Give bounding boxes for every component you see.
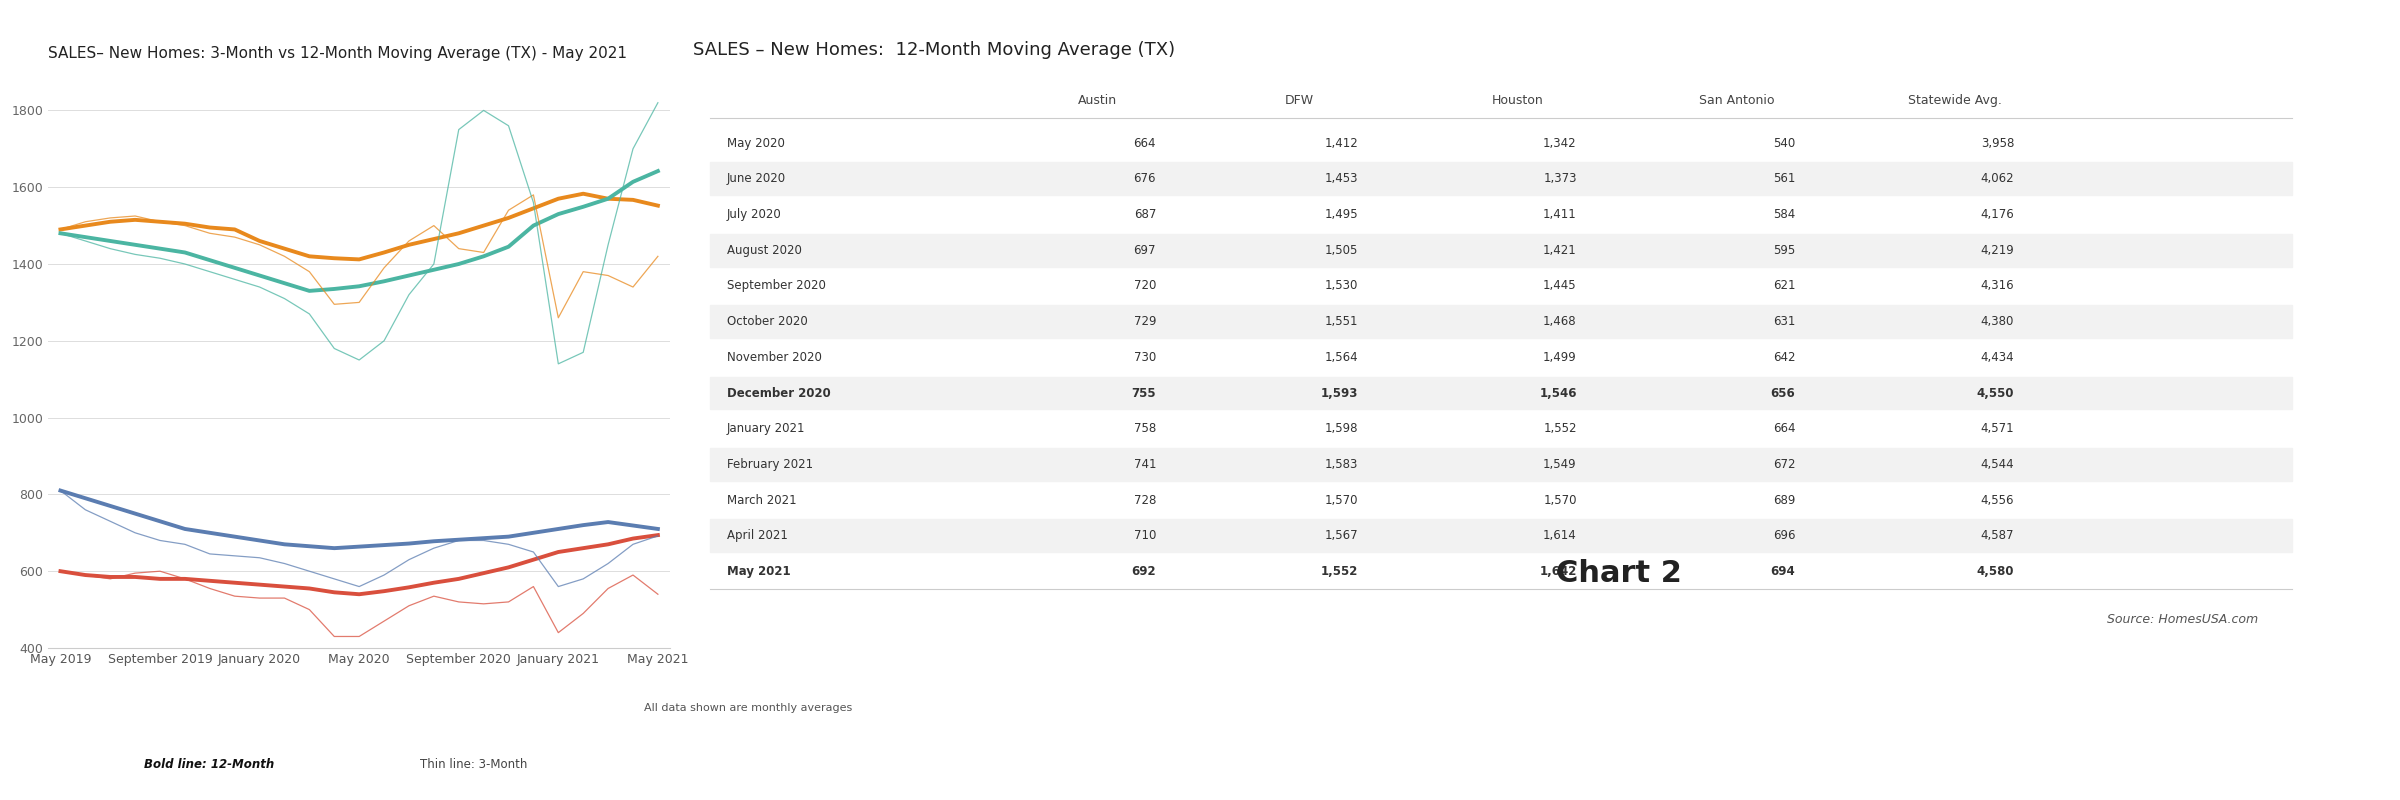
Text: 729: 729 [1133,315,1157,328]
Text: Chart 2: Chart 2 [1555,558,1682,588]
Text: 1,530: 1,530 [1325,279,1358,293]
Text: SALES – New Homes:  12-Month Moving Average (TX): SALES – New Homes: 12-Month Moving Avera… [694,42,1176,59]
Text: 1,546: 1,546 [1538,386,1577,399]
Text: October 2020: October 2020 [727,315,809,328]
Text: 730: 730 [1133,351,1157,364]
Bar [710,448,2292,481]
Bar [710,234,2292,266]
Text: 4,550: 4,550 [1978,386,2014,399]
Text: March 2021: March 2021 [727,494,797,506]
Text: 4,062: 4,062 [1980,172,2014,186]
Text: 4,556: 4,556 [1980,494,2014,506]
Text: 1,552: 1,552 [1320,565,1358,578]
Text: 561: 561 [1774,172,1795,186]
Text: 1,499: 1,499 [1543,351,1577,364]
Text: 1,614: 1,614 [1543,530,1577,542]
Text: 664: 664 [1774,422,1795,435]
Text: 664: 664 [1133,137,1157,150]
Bar [710,306,2292,338]
Text: 4,580: 4,580 [1978,565,2014,578]
Text: September 2020: September 2020 [727,279,826,293]
Text: 755: 755 [1130,386,1157,399]
Text: DFW: DFW [1284,94,1313,107]
Text: December 2020: December 2020 [727,386,830,399]
Text: 694: 694 [1771,565,1795,578]
Text: 741: 741 [1133,458,1157,471]
Text: 1,583: 1,583 [1325,458,1358,471]
Text: 696: 696 [1774,530,1795,542]
Text: 676: 676 [1133,172,1157,186]
Text: 1,552: 1,552 [1543,422,1577,435]
Text: 1,373: 1,373 [1543,172,1577,186]
Text: 687: 687 [1133,208,1157,221]
Text: 758: 758 [1133,422,1157,435]
Text: 1,570: 1,570 [1325,494,1358,506]
Text: 4,544: 4,544 [1980,458,2014,471]
Text: Statewide Avg.: Statewide Avg. [1908,94,2002,107]
Text: 1,551: 1,551 [1325,315,1358,328]
Text: May 2020: May 2020 [727,137,785,150]
Text: 1,468: 1,468 [1543,315,1577,328]
Text: June 2020: June 2020 [727,172,787,186]
Text: 621: 621 [1774,279,1795,293]
Text: 692: 692 [1130,565,1157,578]
Text: 3,958: 3,958 [1980,137,2014,150]
Text: November 2020: November 2020 [727,351,821,364]
Text: 540: 540 [1774,137,1795,150]
Text: Bold line: 12-Month: Bold line: 12-Month [144,758,274,770]
Text: July 2020: July 2020 [727,208,782,221]
Text: 642: 642 [1774,351,1795,364]
Bar [710,377,2292,410]
Text: 1,564: 1,564 [1325,351,1358,364]
Text: February 2021: February 2021 [727,458,814,471]
Text: 720: 720 [1133,279,1157,293]
Text: 689: 689 [1774,494,1795,506]
Text: 672: 672 [1774,458,1795,471]
Text: 1,412: 1,412 [1325,137,1358,150]
Text: 1,495: 1,495 [1325,208,1358,221]
Text: 4,587: 4,587 [1980,530,2014,542]
Text: 1,342: 1,342 [1543,137,1577,150]
Text: 1,453: 1,453 [1325,172,1358,186]
Text: 1,549: 1,549 [1543,458,1577,471]
Text: Source: HomesUSA.com: Source: HomesUSA.com [2107,613,2258,626]
Text: San Antonio: San Antonio [1699,94,1774,107]
Text: January 2021: January 2021 [727,422,806,435]
Text: 584: 584 [1774,208,1795,221]
Text: 1,598: 1,598 [1325,422,1358,435]
Text: Thin line: 3-Month: Thin line: 3-Month [420,758,528,770]
Text: 1,593: 1,593 [1320,386,1358,399]
Text: 1,642: 1,642 [1538,565,1577,578]
Text: 4,434: 4,434 [1980,351,2014,364]
Text: 697: 697 [1133,244,1157,257]
Text: Austin: Austin [1078,94,1116,107]
Text: 656: 656 [1771,386,1795,399]
Text: 728: 728 [1133,494,1157,506]
Text: 631: 631 [1774,315,1795,328]
Text: 1,411: 1,411 [1543,208,1577,221]
Text: All data shown are monthly averages: All data shown are monthly averages [643,703,852,713]
Text: 4,219: 4,219 [1980,244,2014,257]
Text: August 2020: August 2020 [727,244,802,257]
Text: 1,567: 1,567 [1325,530,1358,542]
Text: Houston: Houston [1493,94,1543,107]
Text: SALES– New Homes: 3-Month vs 12-Month Moving Average (TX) - May 2021: SALES– New Homes: 3-Month vs 12-Month Mo… [48,46,626,61]
Bar [710,519,2292,552]
Text: 4,176: 4,176 [1980,208,2014,221]
Text: May 2021: May 2021 [727,565,790,578]
Text: 4,316: 4,316 [1980,279,2014,293]
Text: 710: 710 [1133,530,1157,542]
Text: 1,421: 1,421 [1543,244,1577,257]
Text: 595: 595 [1774,244,1795,257]
Text: 4,380: 4,380 [1980,315,2014,328]
Text: 1,445: 1,445 [1543,279,1577,293]
Text: 1,570: 1,570 [1543,494,1577,506]
Text: 1,505: 1,505 [1325,244,1358,257]
Bar [710,162,2292,195]
Text: 4,571: 4,571 [1980,422,2014,435]
Text: April 2021: April 2021 [727,530,787,542]
